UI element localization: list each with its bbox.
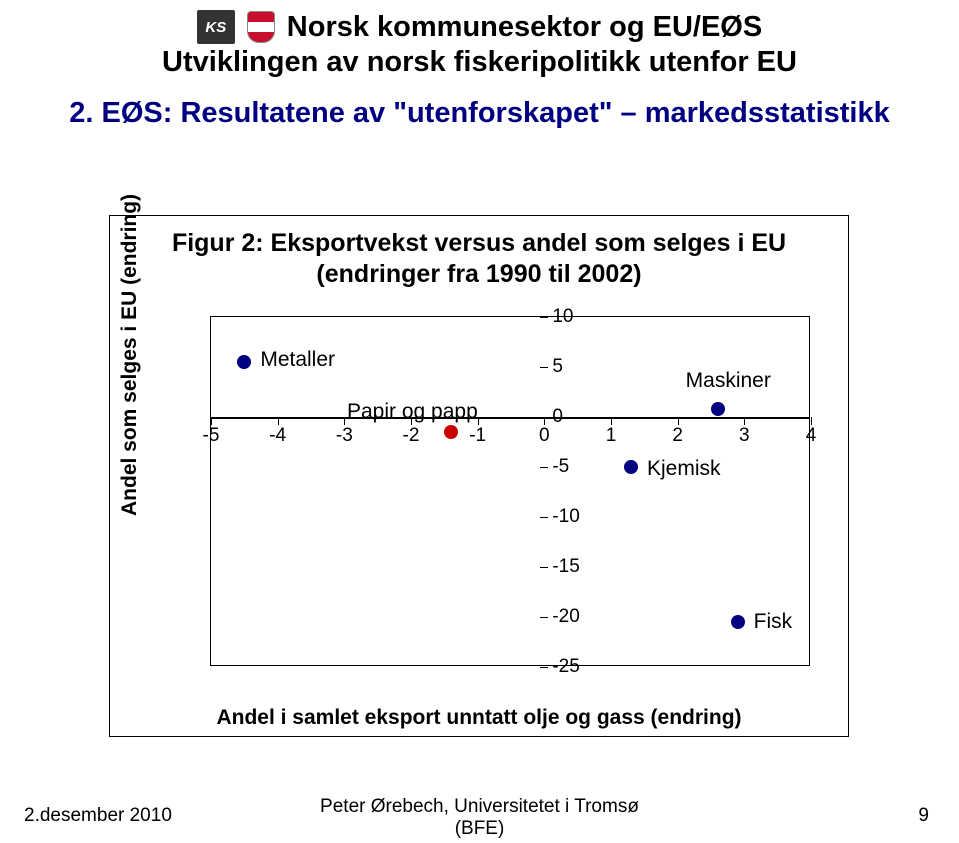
y-tick <box>540 317 548 318</box>
x-tick <box>744 417 745 425</box>
x-tick-label: -1 <box>469 425 486 447</box>
y-tick <box>540 567 548 568</box>
ks-logo-icon: KS <box>197 10 235 44</box>
page-title-line2: Utviklingen av norsk fiskeripolitikk ute… <box>162 46 797 79</box>
x-tick <box>544 417 545 425</box>
header-row: KS Norsk kommunesektor og EU/EØS <box>197 10 762 44</box>
y-tick <box>540 367 548 368</box>
x-tick-label: 4 <box>806 425 817 447</box>
x-tick-label: -4 <box>269 425 286 447</box>
y-tick <box>540 667 548 668</box>
x-tick <box>211 417 212 425</box>
footer-author-line2: (BFE) <box>455 818 505 839</box>
y-tick <box>540 617 548 618</box>
data-point-label: Kjemisk <box>647 457 721 481</box>
x-tick-label: 3 <box>739 425 750 447</box>
y-tick-label: -25 <box>552 656 579 678</box>
x-tick-label: -5 <box>203 425 220 447</box>
chart-x-axis-label: Andel i samlet eksport unntatt olje og g… <box>110 706 848 730</box>
x-tick <box>811 417 812 425</box>
data-point-label: Papir og papp <box>347 400 478 424</box>
y-tick <box>540 467 548 468</box>
data-point <box>711 402 725 416</box>
x-tick <box>344 417 345 425</box>
y-tick <box>540 517 548 518</box>
y-tick-label: -10 <box>552 506 579 528</box>
x-tick <box>278 417 279 425</box>
page-title-line1: Norsk kommunesektor og EU/EØS <box>287 11 762 44</box>
x-tick-label: 1 <box>606 425 617 447</box>
data-point <box>237 355 251 369</box>
subtitle-prefix: 2. EØS: <box>69 97 172 129</box>
x-tick-label: -2 <box>403 425 420 447</box>
chart-y-axis-label: Andel som selges i EU (endring) <box>118 194 142 516</box>
section-subtitle: 2. EØS: Resultatene av "utenforskapet" –… <box>69 97 890 130</box>
data-point-label: Maskiner <box>686 369 771 393</box>
data-point <box>444 425 458 439</box>
chart-container: Figur 2: Eksportvekst versus andel som s… <box>109 215 849 737</box>
data-point <box>731 615 745 629</box>
y-tick-label: 5 <box>552 356 563 378</box>
data-point <box>624 460 638 474</box>
data-point-label: Metaller <box>260 348 335 372</box>
x-tick <box>611 417 612 425</box>
footer-author-line1: Peter Ørebech, Universitetet i Tromsø <box>320 796 639 817</box>
chart-plot-area: -5-4-3-2-1012341050-5-10-15-20-25Metalle… <box>210 316 810 666</box>
x-tick-label: 2 <box>672 425 683 447</box>
x-tick <box>478 417 479 425</box>
footer-page-number: 9 <box>918 805 929 827</box>
subtitle-rest: Resultatene av "utenforskapet" – markeds… <box>172 97 889 129</box>
x-tick-label: -3 <box>336 425 353 447</box>
page-header: KS Norsk kommunesektor og EU/EØS Utvikli… <box>0 0 959 130</box>
y-tick-label: 0 <box>552 406 563 428</box>
data-point-label: Fisk <box>754 610 793 634</box>
chart-title: Figur 2: Eksportvekst versus andel som s… <box>110 216 848 291</box>
y-tick-label: -15 <box>552 556 579 578</box>
x-tick-label: 0 <box>539 425 550 447</box>
y-tick-label: -5 <box>552 456 569 478</box>
y-tick-label: 10 <box>552 306 573 328</box>
shield-icon <box>247 11 275 43</box>
footer-author: Peter Ørebech, Universitetet i Tromsø (B… <box>0 796 959 840</box>
y-tick <box>540 417 548 418</box>
y-tick-label: -20 <box>552 606 579 628</box>
x-tick <box>678 417 679 425</box>
